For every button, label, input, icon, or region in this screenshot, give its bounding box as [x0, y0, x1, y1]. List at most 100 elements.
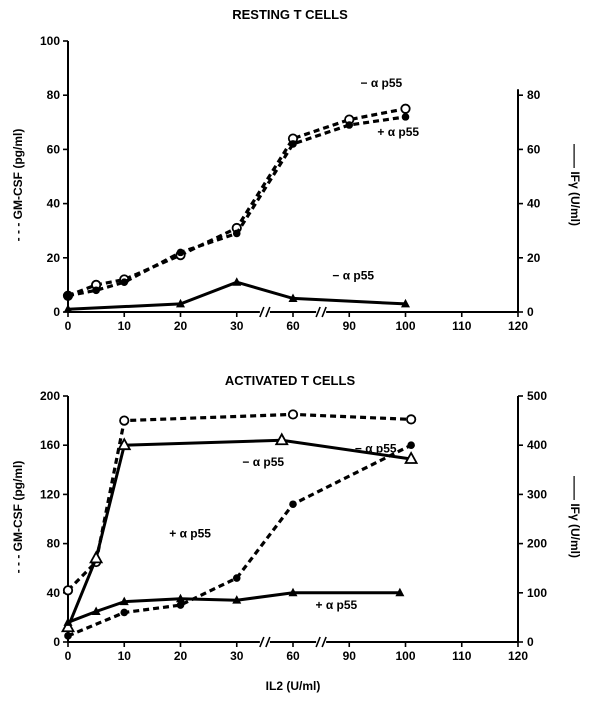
- bottom-series-2-point: [89, 550, 104, 564]
- bottom-series-2-point: [117, 437, 132, 451]
- top-x-tick-label: 100: [395, 319, 415, 333]
- bottom-axis-break-mark: [259, 636, 265, 648]
- top-x-tick-label: 60: [286, 319, 300, 333]
- bottom-series-0-point: [62, 585, 74, 596]
- top-chart-plot: 0 10 20 30 60 90 100 110 12002040608010002040608…: [40, 34, 541, 333]
- bottom-annotation-0: − α p55: [355, 442, 397, 456]
- bottom-right-y-axis-label: —— IFγ (U/ml): [568, 476, 582, 558]
- top-series-1-point: [176, 248, 185, 257]
- top-series-2-point: [401, 298, 410, 308]
- bottom-series-2-point: [274, 432, 289, 446]
- top-right-y-tick-label: 20: [527, 251, 541, 265]
- bottom-axis-break-mark: [321, 636, 327, 648]
- top-series-1-point: [401, 113, 410, 121]
- top-left-y-tick-label: 40: [47, 197, 61, 211]
- bottom-right-y-tick-label: 200: [527, 537, 547, 551]
- top-series-2-point: [63, 304, 73, 313]
- bottom-x-tick-label: 10: [118, 649, 132, 663]
- bottom-series-1-point: [407, 441, 415, 450]
- top-axis-break-gap-0: [259, 308, 270, 316]
- bottom-series-1-line: [67, 443, 412, 638]
- top-right-y-axis-label: —— IFγ (U/ml): [568, 144, 582, 226]
- top-series-2-point: [176, 298, 185, 308]
- top-chart-title: RESTING T CELLS: [232, 7, 348, 22]
- bottom-series-3-point: [91, 606, 101, 615]
- bottom-x-tick-label: 100: [395, 649, 415, 663]
- top-axis-break-mark: [321, 306, 327, 318]
- top-axis-break-mark: [265, 306, 271, 318]
- top-left-y-tick-label: 0: [53, 305, 60, 319]
- top-series-1-line: [67, 115, 406, 298]
- top-series-0-point: [400, 103, 411, 114]
- top-x-tick-label: 90: [343, 319, 357, 333]
- bottom-x-tick-label: 30: [230, 649, 244, 663]
- top-series-1-point: [232, 229, 241, 238]
- bottom-left-y-tick-label: 160: [40, 438, 60, 452]
- top-right-y-tick-label: 40: [527, 197, 541, 211]
- top-x-tick-label: 20: [174, 319, 188, 333]
- top-x-tick-label: 10: [118, 319, 132, 333]
- bottom-series-1-point: [64, 632, 72, 640]
- bottom-series-3-point: [288, 587, 298, 597]
- top-series-1-point: [120, 278, 129, 286]
- bottom-series-3-point: [63, 617, 73, 626]
- bottom-series-1-point: [289, 500, 297, 509]
- bottom-x-tick-label: 0: [65, 649, 72, 663]
- bottom-x-tick-label: 90: [343, 649, 357, 663]
- top-left-y-tick-label: 20: [47, 251, 61, 265]
- top-left-y-tick-label: 100: [40, 34, 60, 48]
- top-series-2-line: [67, 280, 406, 311]
- bottom-axis-break-mark: [315, 636, 321, 648]
- top-x-tick-label: 110: [452, 319, 472, 333]
- top-left-y-tick-label: 60: [47, 142, 61, 156]
- bottom-left-y-axis-label: - - - GM-CSF (pg/ml): [11, 461, 25, 574]
- top-series-1-point: [289, 140, 297, 148]
- bottom-series-2-point: [404, 451, 419, 464]
- top-x-tick-label: 30: [230, 319, 244, 333]
- bottom-right-y-tick-label: 300: [527, 487, 547, 501]
- bottom-axis-break-gap-1: [316, 638, 327, 646]
- bottom-series-0-point: [406, 414, 417, 425]
- bottom-series-3-point: [232, 595, 242, 604]
- top-series-1-point: [345, 121, 354, 129]
- bottom-series-2-point: [60, 619, 76, 633]
- top-series-2-point: [232, 277, 242, 286]
- bottom-right-y-tick-label: 400: [527, 438, 547, 452]
- top-annotation-2: − α p55: [332, 268, 374, 282]
- bottom-series-0-point: [287, 409, 299, 420]
- bottom-axis-break-mark: [265, 636, 271, 648]
- bottom-right-y-tick-label: 100: [527, 586, 547, 600]
- bottom-series-3-point: [119, 596, 129, 606]
- bottom-x-tick-label: 20: [174, 649, 188, 663]
- bottom-left-y-tick-label: 200: [40, 389, 60, 403]
- bottom-series-1-point: [120, 608, 129, 617]
- top-left-y-axis-label: - - - GM-CSF (pg/ml): [11, 129, 25, 242]
- bottom-left-y-tick-label: 80: [47, 537, 61, 551]
- bottom-left-y-tick-label: 0: [53, 635, 60, 649]
- bottom-annotation-1: − α p55: [242, 455, 284, 469]
- top-axis-break-gap-1: [316, 308, 327, 316]
- bottom-x-tick-label: 120: [508, 649, 528, 663]
- bottom-x-tick-label: 60: [286, 649, 300, 663]
- bottom-series-3-point: [176, 593, 185, 603]
- top-series-2-point: [288, 293, 298, 302]
- top-x-tick-label: 0: [65, 319, 72, 333]
- bottom-chart-title: ACTIVATED T CELLS: [225, 373, 356, 388]
- bottom-x-tick-label: 110: [452, 649, 472, 663]
- bottom-right-y-tick-label: 0: [527, 635, 534, 649]
- top-right-y-tick-label: 0: [527, 305, 534, 319]
- bottom-left-y-tick-label: 40: [47, 586, 61, 600]
- bottom-series-0-point: [119, 415, 130, 426]
- bottom-annotation-3: + α p55: [316, 598, 358, 612]
- top-annotation-0: − α p55: [361, 76, 403, 90]
- top-right-y-tick-label: 80: [527, 88, 541, 102]
- bottom-series-3-point: [395, 587, 405, 597]
- top-annotation-1: + α p55: [377, 125, 419, 139]
- top-series-1-point: [64, 291, 72, 300]
- bottom-chart-plot: 0 10 20 30 60 90 100 110 12004080120160200010020…: [40, 389, 547, 663]
- x-axis-label: IL2 (U/ml): [266, 679, 321, 693]
- top-series-1-point: [92, 286, 100, 295]
- top-right-y-tick-label: 60: [527, 142, 541, 156]
- top-x-tick-label: 120: [508, 319, 528, 333]
